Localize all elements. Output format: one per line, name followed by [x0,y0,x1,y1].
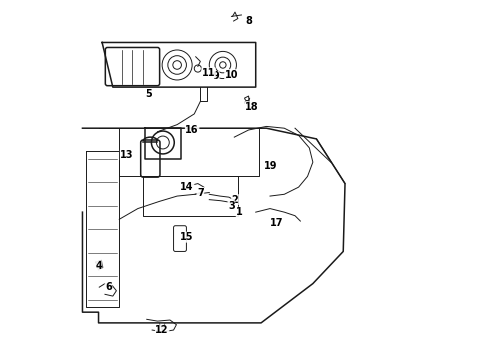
Text: 13: 13 [121,150,134,160]
Text: 16: 16 [185,125,199,135]
Text: 10: 10 [225,69,238,80]
Text: 5: 5 [145,89,152,99]
Text: 12: 12 [155,325,169,335]
Text: 6: 6 [105,282,112,292]
Text: 18: 18 [245,102,258,112]
Text: 15: 15 [180,232,194,242]
Text: 9: 9 [212,71,219,81]
Text: 2: 2 [232,195,238,204]
Text: 14: 14 [180,182,194,192]
Text: 7: 7 [197,188,204,198]
Text: 11: 11 [202,68,215,78]
Text: 3: 3 [228,201,235,211]
Text: 1: 1 [236,207,243,217]
Text: 19: 19 [264,161,277,171]
Text: 8: 8 [245,16,252,26]
Text: 17: 17 [270,218,284,228]
Text: 4: 4 [95,261,102,271]
